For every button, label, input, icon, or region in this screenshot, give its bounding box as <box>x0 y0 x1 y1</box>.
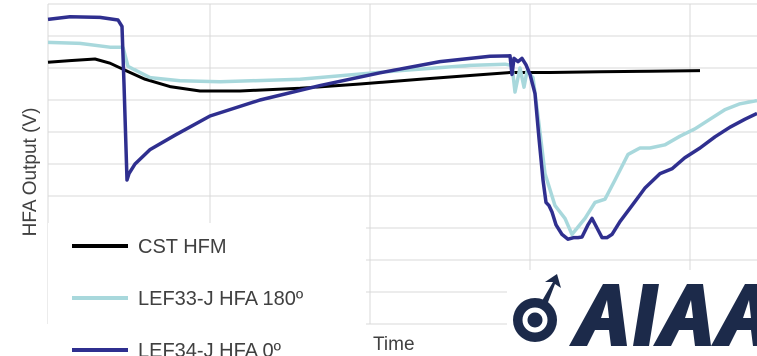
aiaa-globe-icon <box>513 274 561 342</box>
chart-grid <box>47 3 757 325</box>
series-line-0 <box>47 57 701 93</box>
legend-label-cst-hfm: CST HFM <box>138 236 227 258</box>
legend-label-lef33: LEF33-J HFA 180º <box>138 288 304 310</box>
aiaa-logo <box>507 270 757 356</box>
x-axis-label: Time <box>373 334 415 355</box>
aiaa-wordmark <box>569 284 757 346</box>
legend: CST HFM LEF33-J HFA 180º LEF34-J HFA 0º <box>72 236 304 356</box>
legend-label-lef34: LEF34-J HFA 0º <box>138 340 282 356</box>
series-line-1 <box>47 40 757 237</box>
y-axis-label: HFA Output (V) <box>20 108 41 237</box>
chart-series <box>47 15 757 241</box>
series-line-2 <box>47 15 757 241</box>
